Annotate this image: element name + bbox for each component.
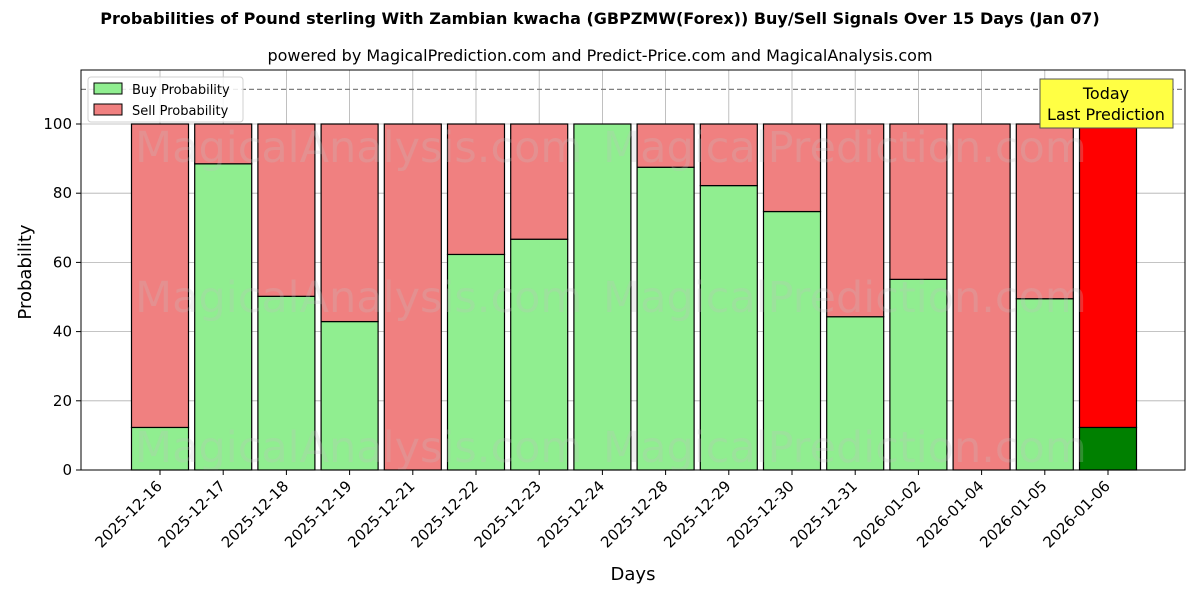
x-tick-label: 2026-01-05 — [976, 477, 1050, 551]
buy-bar — [1078, 426, 1138, 471]
x-tick-label: 2026-01-06 — [1039, 477, 1113, 551]
sell-bar — [826, 123, 885, 318]
sell-bar — [636, 123, 695, 168]
y-axis-ticks: 0 20 40 60 80 100 — [43, 115, 81, 479]
buy-bar — [573, 123, 632, 471]
x-tick-label: 2025-12-28 — [597, 477, 671, 551]
y-tick-label: 80 — [53, 184, 72, 202]
y-tick-label: 20 — [53, 392, 72, 410]
x-tick-label: 2025-12-22 — [407, 477, 481, 551]
legend-swatch-buy — [93, 82, 123, 95]
today-annotation: Today Last Prediction — [1039, 78, 1174, 129]
x-tick-label: 2026-01-04 — [913, 477, 987, 551]
x-tick-label: 2025-12-17 — [155, 477, 229, 551]
buy-bar — [699, 184, 758, 471]
bar-group — [446, 123, 506, 471]
legend: Buy Probability Sell Probability — [87, 76, 244, 123]
sell-bar — [130, 123, 190, 429]
bar-group — [320, 123, 379, 471]
axes-frame — [80, 69, 1186, 471]
y-tick-label: 0 — [62, 461, 72, 479]
watermark-text: MagicalAnalysis.com — [135, 123, 582, 173]
buy-bar — [636, 166, 695, 471]
watermark-text: MagicalPrediction.com — [603, 123, 1087, 173]
sell-bar — [889, 123, 948, 280]
y-tick-label: 60 — [53, 253, 72, 271]
sell-bar — [194, 123, 253, 165]
watermark-text: MagicalPrediction.com — [603, 273, 1087, 323]
x-tick-label: 2025-12-31 — [787, 477, 861, 551]
bar-group — [952, 123, 1011, 471]
buy-bar — [889, 278, 948, 471]
bar-group — [194, 123, 253, 471]
x-tick-label: 2025-12-30 — [723, 477, 797, 551]
sell-bar — [1015, 123, 1074, 300]
bar-group — [889, 123, 948, 471]
x-tick-label: 2025-12-16 — [91, 477, 165, 551]
watermarks: MagicalAnalysis.com MagicalAnalysis.com Ma… — [135, 123, 1087, 473]
watermark-text: MagicalAnalysis.com — [135, 423, 582, 473]
bar-group — [762, 123, 822, 471]
x-tick-label: 2025-12-19 — [281, 477, 355, 551]
sell-bar — [762, 123, 822, 213]
x-tick-label: 2025-12-23 — [471, 477, 545, 551]
x-axis-ticks: 2025-12-162025-12-172025-12-182025-12-19… — [91, 470, 1114, 551]
sell-bar — [699, 123, 758, 187]
x-tick-label: 2025-12-21 — [344, 477, 418, 551]
x-tick-label: 2025-12-18 — [218, 477, 292, 551]
chart-title: Probabilities of Pound sterling With Zam… — [100, 9, 1100, 28]
x-axis-label: Days — [611, 564, 656, 585]
sell-bar — [510, 123, 569, 240]
sell-bar — [952, 123, 1011, 471]
bar-group — [636, 123, 695, 471]
buy-bar — [762, 210, 822, 471]
x-tick-label: 2026-01-02 — [850, 477, 924, 551]
today-annotation-line: Last Prediction — [1047, 105, 1165, 124]
x-tick-label: 2025-12-24 — [534, 477, 608, 551]
bar-group — [826, 123, 885, 471]
legend-swatch-sell — [93, 103, 123, 116]
chart-subtitle: powered by MagicalPrediction.com and Pre… — [267, 46, 933, 65]
sell-bar — [1078, 123, 1138, 429]
buy-bar — [320, 320, 379, 471]
today-annotation-line: Today — [1082, 84, 1129, 103]
buy-bar — [130, 426, 190, 471]
bar-group — [699, 123, 758, 471]
y-tick-label: 100 — [43, 115, 72, 133]
bar-group — [130, 123, 190, 471]
watermark-text: MagicalPrediction.com — [603, 423, 1087, 473]
legend-label: Sell Probability — [132, 104, 229, 119]
sell-bar — [257, 123, 316, 297]
y-axis-label: Probability — [15, 224, 36, 319]
y-tick-label: 40 — [53, 323, 72, 341]
bar-group — [510, 123, 569, 471]
x-tick-label: 2025-12-29 — [660, 477, 734, 551]
watermark-text: MagicalAnalysis.com — [135, 273, 582, 323]
legend-label: Buy Probability — [132, 83, 230, 98]
bar-group — [573, 123, 632, 471]
sell-bar — [446, 123, 506, 256]
sell-bar — [320, 123, 379, 323]
bar-group — [1078, 123, 1138, 471]
buy-bar — [826, 316, 885, 471]
